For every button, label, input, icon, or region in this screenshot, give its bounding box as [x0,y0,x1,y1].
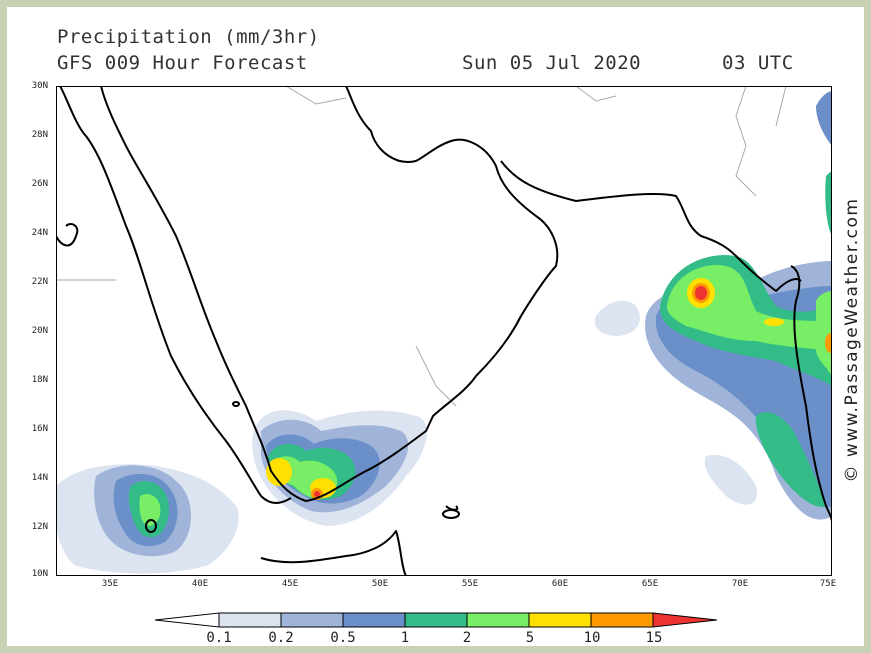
lat-label: 26N [31,179,48,189]
lon-label: 50E [371,579,389,589]
lat-label: 22N [31,277,48,287]
colorbar-label: 1 [400,630,410,646]
lon-label: 55E [461,579,479,589]
colorbar [154,612,718,628]
lon-label: 70E [731,579,749,589]
colorbar-segment [154,612,220,628]
lat-label: 10N [31,569,48,579]
colorbar-label: 10 [583,630,601,646]
colorbar-segment [466,612,530,628]
islands [145,401,460,533]
lat-label: 30N [31,81,48,91]
lat-label: 14N [31,473,48,483]
lat-label: 12N [31,522,48,532]
lon-label: 75E [819,579,837,589]
precip-field [56,91,832,574]
watermark: © www.PassageWeather.com [842,197,862,483]
colorbar-segment [342,612,406,628]
forecast-time: 03 UTC [722,52,794,74]
lon-label: 65E [641,579,659,589]
colorbar-segment [528,612,592,628]
lat-label: 20N [31,326,48,336]
precip-cell-india-coast [594,91,832,520]
colorbar-segment [590,612,654,628]
lat-label: 16N [31,424,48,434]
forecast-label: GFS 009 Hour Forecast [57,52,308,74]
colorbar-label: 2 [462,630,472,646]
lat-label: 18N [31,375,48,385]
colorbar-label: 0.2 [268,630,294,646]
lon-label: 45E [281,579,299,589]
colorbar-segment [218,612,282,628]
lat-label: 24N [31,228,48,238]
precipitation-map[interactable] [56,86,832,576]
colorbar-segment [280,612,344,628]
coastlines [56,86,832,576]
colorbar-label: 0.5 [330,630,356,646]
colorbar-label: 15 [645,630,663,646]
colorbar-label: 5 [525,630,535,646]
political-borders [56,86,787,407]
colorbar-segment [652,612,718,628]
lat-label: 28N [31,130,48,140]
colorbar-label: 0.1 [206,630,232,646]
lon-label: 40E [191,579,209,589]
lon-label: 60E [551,579,569,589]
map-title: Precipitation (mm/3hr) [57,26,320,48]
precip-cell-ethiopia [56,464,239,574]
forecast-date: Sun 05 Jul 2020 [462,52,642,74]
lon-label: 35E [101,579,119,589]
colorbar-segment [404,612,468,628]
